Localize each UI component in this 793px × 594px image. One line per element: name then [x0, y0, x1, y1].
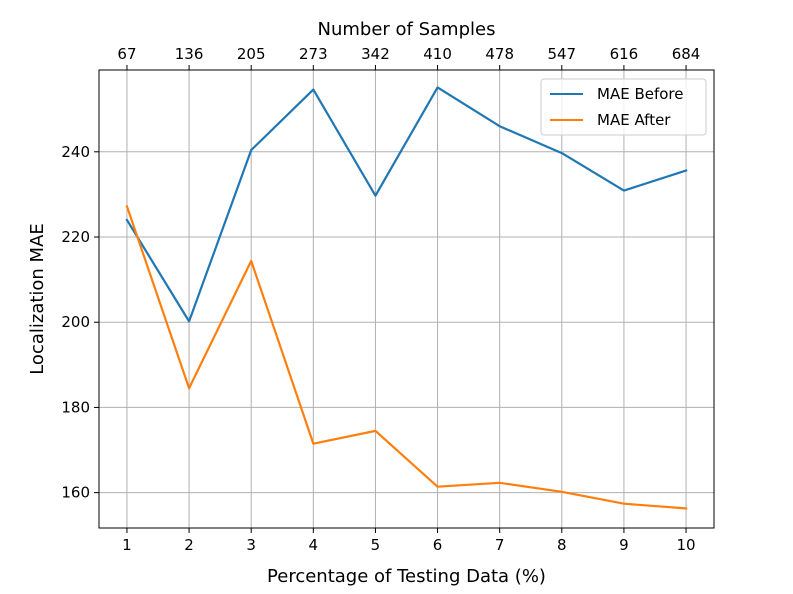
- data-point: [437, 486, 439, 488]
- plot-frame: [98, 69, 715, 529]
- top-tick-label: 205: [237, 45, 266, 63]
- data-point: [623, 190, 625, 192]
- x-tick-label: 1: [122, 536, 132, 554]
- x-tick-label: 5: [371, 536, 381, 554]
- data-point: [561, 152, 563, 154]
- y-axis-title: Localization MAE: [27, 223, 48, 375]
- x-tick-label: 6: [433, 536, 443, 554]
- data-point: [250, 260, 252, 262]
- top-tick-label: 616: [610, 45, 639, 63]
- y-tick-label: 160: [61, 484, 90, 502]
- top-tick-label: 684: [672, 45, 701, 63]
- y-tick-label: 240: [61, 143, 90, 161]
- data-point: [312, 443, 314, 445]
- data-point: [499, 482, 501, 484]
- legend: MAE Before MAE After: [540, 78, 707, 136]
- data-point: [312, 89, 314, 91]
- y-tick-label: 180: [61, 398, 90, 416]
- x-tick-label: 9: [619, 536, 629, 554]
- top-tick-label: 342: [361, 45, 390, 63]
- series-line-mae-after: [125, 204, 688, 510]
- gridlines: [99, 70, 714, 528]
- data-point: [499, 125, 501, 127]
- legend-label-mae-before: MAE Before: [597, 85, 684, 103]
- data-point: [437, 86, 439, 88]
- series-lines: [125, 86, 688, 510]
- top-tick-label: 67: [117, 45, 136, 63]
- y-tick-label: 220: [61, 228, 90, 246]
- data-point: [374, 430, 376, 432]
- data-point: [685, 507, 687, 509]
- legend-label-mae-after: MAE After: [597, 111, 671, 129]
- top-tick-label: 273: [299, 45, 328, 63]
- data-point: [126, 219, 128, 221]
- series-line-mae-before: [125, 86, 688, 323]
- top-axis-title: Number of Samples: [318, 19, 496, 40]
- axis-ticks: 1 67 2 136 3 205 4 273 5 342 6 410 7 478 8 547 9 616 10 684…: [61, 45, 700, 554]
- top-tick-label: 136: [175, 45, 204, 63]
- x-tick-label: 10: [676, 536, 695, 554]
- top-tick-label: 547: [547, 45, 576, 63]
- data-point: [250, 149, 252, 151]
- data-point: [623, 503, 625, 505]
- x-tick-label: 7: [495, 536, 505, 554]
- x-tick-label: 2: [184, 536, 194, 554]
- data-point: [685, 170, 687, 172]
- x-tick-label: 3: [246, 536, 256, 554]
- data-point: [188, 320, 190, 322]
- top-tick-label: 478: [485, 45, 514, 63]
- y-tick-label: 200: [61, 313, 90, 331]
- x-tick-label: 8: [557, 536, 567, 554]
- top-tick-label: 410: [423, 45, 452, 63]
- data-point: [126, 205, 128, 207]
- x-axis-title: Percentage of Testing Data (%): [267, 566, 546, 587]
- data-point: [561, 491, 563, 493]
- x-tick-label: 4: [309, 536, 319, 554]
- data-point: [374, 195, 376, 197]
- data-point: [188, 387, 190, 389]
